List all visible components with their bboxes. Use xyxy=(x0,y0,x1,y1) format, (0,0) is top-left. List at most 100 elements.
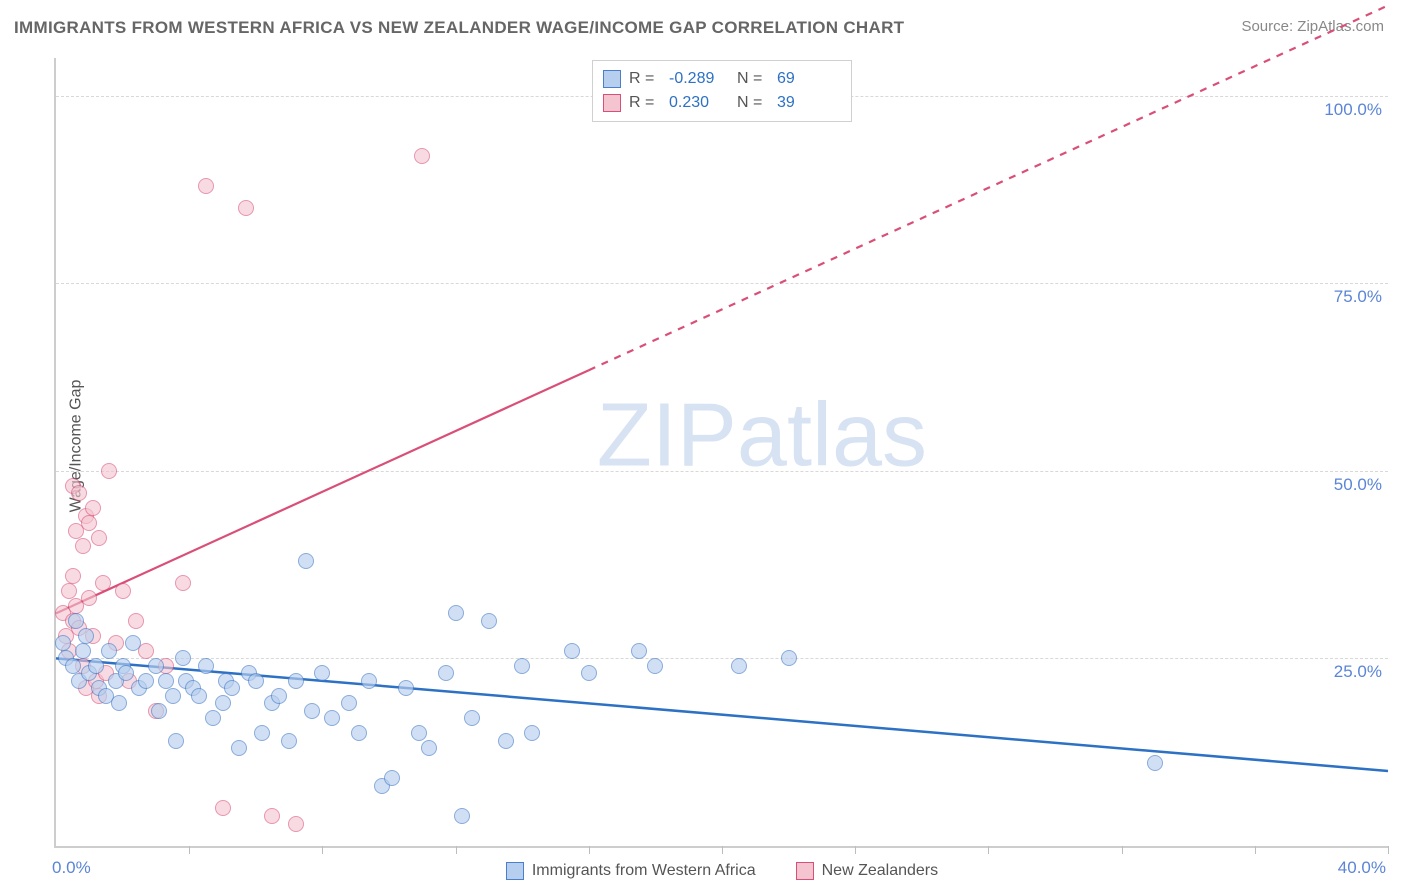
n-label: N = xyxy=(737,91,769,115)
scatter-point xyxy=(454,808,470,824)
scatter-point xyxy=(271,688,287,704)
scatter-point xyxy=(498,733,514,749)
scatter-point xyxy=(581,665,597,681)
legend-label-pink: New Zealanders xyxy=(822,862,939,880)
scatter-point xyxy=(351,725,367,741)
scatter-point xyxy=(464,710,480,726)
scatter-point xyxy=(448,605,464,621)
scatter-point xyxy=(224,680,240,696)
scatter-point xyxy=(101,643,117,659)
scatter-point xyxy=(148,658,164,674)
scatter-point xyxy=(1147,755,1163,771)
scatter-point xyxy=(81,515,97,531)
scatter-point xyxy=(514,658,530,674)
scatter-point xyxy=(118,665,134,681)
scatter-point xyxy=(158,673,174,689)
scatter-point xyxy=(264,808,280,824)
scatter-point xyxy=(65,568,81,584)
scatter-point xyxy=(151,703,167,719)
scatter-point xyxy=(81,590,97,606)
scatter-point xyxy=(175,575,191,591)
stats-box: R = -0.289 N = 69 R = 0.230 N = 39 xyxy=(592,60,852,122)
scatter-point xyxy=(248,673,264,689)
scatter-point xyxy=(398,680,414,696)
scatter-point xyxy=(168,733,184,749)
stats-row-pink: R = 0.230 N = 39 xyxy=(603,91,837,115)
legend: Immigrants from Western Africa New Zeala… xyxy=(56,862,1388,880)
legend-label-blue: Immigrants from Western Africa xyxy=(532,862,756,880)
scatter-point xyxy=(341,695,357,711)
scatter-point xyxy=(75,538,91,554)
scatter-point xyxy=(288,673,304,689)
legend-item-blue: Immigrants from Western Africa xyxy=(506,862,756,880)
scatter-point xyxy=(281,733,297,749)
scatter-point xyxy=(324,710,340,726)
scatter-point xyxy=(414,148,430,164)
scatter-point xyxy=(68,613,84,629)
scatter-point xyxy=(781,650,797,666)
scatter-point xyxy=(55,635,71,651)
swatch-pink xyxy=(796,862,814,880)
scatter-point xyxy=(95,575,111,591)
scatter-point xyxy=(78,628,94,644)
scatter-point xyxy=(304,703,320,719)
scatter-point xyxy=(421,740,437,756)
scatter-point xyxy=(631,643,647,659)
scatter-point xyxy=(438,665,454,681)
scatter-point xyxy=(61,583,77,599)
scatter-point xyxy=(481,613,497,629)
scatter-point xyxy=(198,178,214,194)
stats-row-blue: R = -0.289 N = 69 xyxy=(603,67,837,91)
scatter-point xyxy=(298,553,314,569)
r-label: R = xyxy=(629,91,661,115)
scatter-point xyxy=(198,658,214,674)
swatch-pink xyxy=(603,94,621,112)
swatch-blue xyxy=(506,862,524,880)
chart-title: IMMIGRANTS FROM WESTERN AFRICA VS NEW ZE… xyxy=(14,18,904,38)
scatter-point xyxy=(138,673,154,689)
scatter-point xyxy=(384,770,400,786)
y-tick-label: 50.0% xyxy=(1334,475,1382,495)
scatter-point xyxy=(564,643,580,659)
scatter-point xyxy=(314,665,330,681)
scatter-point xyxy=(101,463,117,479)
n-value-blue: 69 xyxy=(777,67,837,91)
plot-area: ZIPatlas R = -0.289 N = 69 R = 0.230 N =… xyxy=(54,58,1388,848)
scatter-point xyxy=(238,200,254,216)
scatter-point xyxy=(111,695,127,711)
scatter-point xyxy=(205,710,221,726)
scatter-point xyxy=(71,485,87,501)
n-label: N = xyxy=(737,67,769,91)
scatter-point xyxy=(231,740,247,756)
scatter-point xyxy=(85,500,101,516)
y-tick-label: 25.0% xyxy=(1334,662,1382,682)
y-tick-label: 100.0% xyxy=(1324,100,1382,120)
source-attribution: Source: ZipAtlas.com xyxy=(1241,18,1384,35)
scatter-point xyxy=(254,725,270,741)
scatter-point xyxy=(115,583,131,599)
r-label: R = xyxy=(629,67,661,91)
scatter-point xyxy=(288,816,304,832)
legend-item-pink: New Zealanders xyxy=(796,862,939,880)
scatter-point xyxy=(91,530,107,546)
scatter-point xyxy=(215,800,231,816)
scatter-point xyxy=(165,688,181,704)
scatter-point xyxy=(411,725,427,741)
scatter-point xyxy=(125,635,141,651)
scatter-point xyxy=(65,658,81,674)
n-value-pink: 39 xyxy=(777,91,837,115)
scatter-point xyxy=(524,725,540,741)
swatch-blue xyxy=(603,70,621,88)
scatter-point xyxy=(128,613,144,629)
scatter-point xyxy=(175,650,191,666)
y-tick-label: 75.0% xyxy=(1334,287,1382,307)
r-value-blue: -0.289 xyxy=(669,67,729,91)
r-value-pink: 0.230 xyxy=(669,91,729,115)
scatter-point xyxy=(191,688,207,704)
scatter-point xyxy=(647,658,663,674)
scatter-point xyxy=(88,658,104,674)
scatter-point xyxy=(75,643,91,659)
scatter-point xyxy=(731,658,747,674)
scatter-point xyxy=(215,695,231,711)
scatter-point xyxy=(361,673,377,689)
